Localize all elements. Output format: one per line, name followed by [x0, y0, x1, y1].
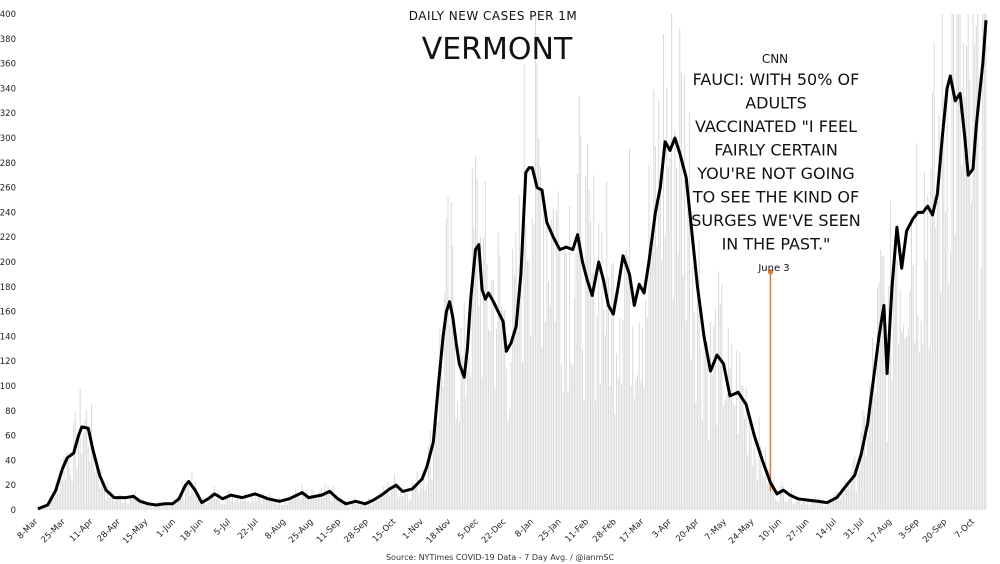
x-tick-label: 1-Nov: [401, 517, 426, 542]
x-tick-label: 31-Jul: [842, 517, 866, 541]
x-tick-label: 11-Sep: [315, 517, 343, 545]
y-tick-label: 380: [0, 35, 16, 45]
annotation-quote-line: FAIRLY CERTAIN: [714, 141, 838, 160]
x-tick-label: 5-Dec: [456, 517, 481, 542]
x-tick-label: 27-Jun: [785, 517, 812, 544]
x-tick-label: 17-Mar: [618, 517, 647, 546]
annotation-quote: FAUCI: WITH 50% OF ADULTS VACCINATED "I FE…: [691, 70, 861, 254]
x-tick-label: 28-Apr: [96, 517, 124, 545]
x-tick-label: 28-Sep: [342, 517, 370, 545]
y-tick-label: 20: [5, 481, 16, 491]
y-tick-label: 340: [0, 84, 16, 94]
y-tick-label: 100: [0, 382, 16, 392]
y-tick-label: 260: [0, 184, 16, 194]
y-tick-label: 60: [5, 432, 16, 442]
x-tick-label: 14-Jul: [815, 517, 839, 541]
y-tick-label: 320: [0, 109, 16, 119]
x-tick-label: 15-Oct: [371, 517, 399, 545]
annotation-source: CNN: [762, 52, 788, 66]
x-tick-label: 20-Apr: [674, 517, 702, 545]
y-axis: 0 20 40 60 80 100 120 140 160 180 200 220 240 260 280 3…: [0, 10, 16, 516]
annotation-date-label: June 3: [757, 263, 789, 274]
chart-title: VERMONT: [422, 32, 573, 67]
series-line: [37, 20, 988, 511]
series-layer: [37, 20, 988, 511]
y-tick-label: 160: [0, 308, 16, 318]
y-tick-label: 280: [0, 159, 16, 169]
x-tick-label: 3-Apr: [650, 517, 674, 541]
annotation-quote-line: IN THE PAST.": [722, 235, 831, 254]
annotation: CNN FAUCI: WITH 50% OF ADULTS VACCINATED "…: [691, 52, 861, 492]
y-tick-label: 40: [5, 456, 16, 466]
y-tick-label: 400: [0, 10, 16, 20]
y-tick-label: 0: [11, 506, 16, 516]
annotation-quote-line: VACCINATED "I FEEL: [695, 117, 857, 136]
x-tick-label: 7-Oct: [953, 517, 977, 541]
annotation-quote-line: SURGES WE'VE SEEN: [691, 211, 861, 230]
x-tick-label: 18-Jun: [179, 517, 206, 544]
x-tick-label: 22-Dec: [480, 517, 509, 546]
y-tick-label: 120: [0, 357, 16, 367]
annotation-quote-line: TO SEE THE KIND OF: [692, 188, 859, 207]
x-tick-label: 8-Aug: [263, 517, 288, 542]
y-tick-label: 140: [0, 332, 16, 342]
y-tick-label: 80: [5, 407, 16, 417]
x-tick-label: 25-Mar: [39, 517, 68, 546]
x-tick-label: 3-Sep: [897, 517, 921, 541]
x-tick-label: 5-Jul: [212, 517, 233, 538]
y-tick-label: 220: [0, 233, 16, 243]
x-tick-label: 17-Aug: [866, 517, 894, 545]
x-tick-label: 22-Jul: [236, 517, 260, 541]
x-tick-label: 11-Apr: [68, 517, 96, 545]
x-tick-label: 28-Feb: [591, 517, 619, 545]
x-tick-label: 8-Mar: [16, 517, 41, 542]
x-tick-label: 25-Aug: [287, 517, 315, 545]
y-tick-label: 360: [0, 60, 16, 70]
x-tick-label: 15-May: [121, 517, 150, 546]
y-tick-label: 300: [0, 134, 16, 144]
x-tick-label: 18-Nov: [425, 517, 454, 546]
x-tick-label: 20-Sep: [921, 517, 949, 545]
y-tick-label: 200: [0, 258, 16, 268]
source-note: Source: NYTimes COVID-19 Data - 7 Day Av…: [386, 553, 614, 562]
annotation-quote-line: ADULTS: [745, 94, 807, 113]
annotation-quote-line: YOU'RE NOT GOING: [696, 164, 854, 183]
y-tick-label: 240: [0, 208, 16, 218]
x-tick-label: 1-Jun: [155, 517, 178, 540]
x-tick-label: 10-Jun: [757, 517, 784, 544]
annotation-marker-dot: [767, 269, 774, 275]
x-tick-label: 11-Feb: [564, 517, 592, 545]
x-tick-label: 24-May: [727, 517, 756, 546]
annotation-quote-line: FAUCI: WITH 50% OF: [693, 70, 860, 89]
x-tick-label: 25-Jan: [537, 517, 563, 543]
chart-subtitle: DAILY NEW CASES PER 1M: [409, 9, 577, 23]
x-tick-label: 8-Jan: [513, 517, 536, 540]
y-tick-label: 180: [0, 283, 16, 293]
x-tick-label: 7-May: [703, 517, 729, 543]
